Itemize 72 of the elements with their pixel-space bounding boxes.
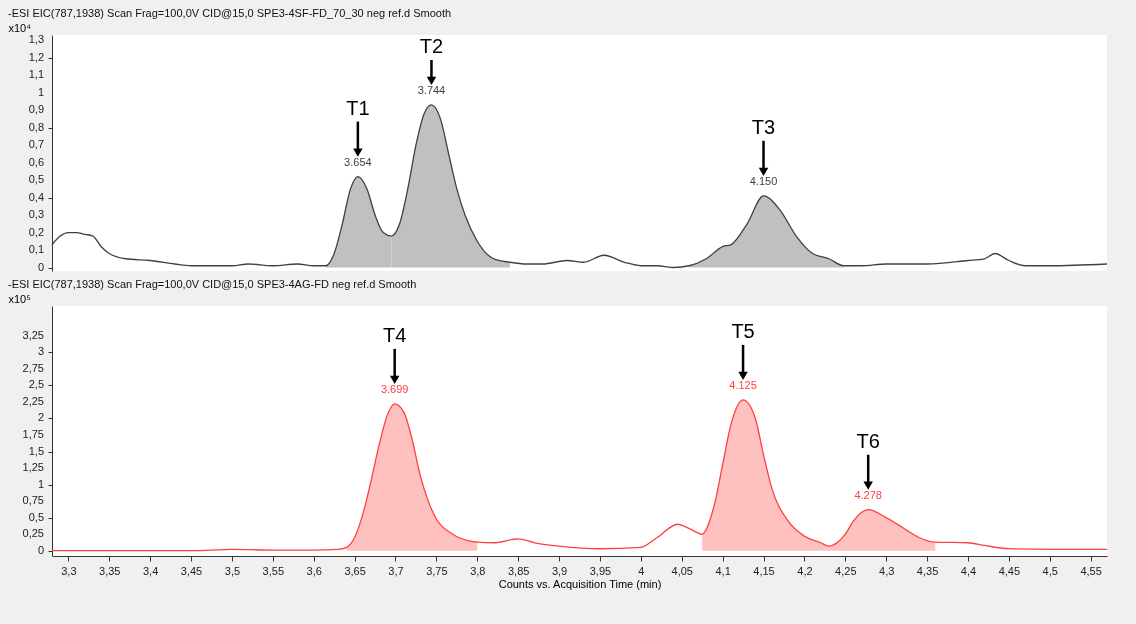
x-tick-label: 4,45 <box>998 564 1021 577</box>
x-tick-label: 3,75 <box>426 564 448 577</box>
y-tick-label: 3 <box>37 345 44 358</box>
x-tick-label: 3,3 <box>61 564 77 577</box>
y-tick-label: 1,3 <box>28 33 44 46</box>
y-tick-label: 2 <box>37 411 44 424</box>
y-tick-label: 1 <box>37 85 44 98</box>
x-tick-label: 4,2 <box>797 564 813 577</box>
y-tick-label: 0,8 <box>28 120 44 133</box>
x-tick-label: 4 <box>638 564 645 577</box>
y-tick-label: 2,75 <box>22 361 44 374</box>
y-tick-label: 0,5 <box>28 173 44 186</box>
x-tick-label: 3,5 <box>224 564 241 577</box>
x-tick-label: 3,7 <box>388 564 404 577</box>
x-tick-label: 3,35 <box>99 564 121 577</box>
y-tick-label: 3,25 <box>22 328 44 341</box>
line-series <box>51 399 1108 552</box>
annotation: T5 <box>731 319 755 342</box>
x-tick-label: 3,55 <box>262 564 285 577</box>
x-tick-label: 3,6 <box>306 564 322 577</box>
x-axis-title: Counts vs. Acquisition Time (min) <box>498 577 662 590</box>
y-tick-label: 1 <box>37 477 44 490</box>
y-tick-label: 0,6 <box>28 155 44 168</box>
x-tick-label: 3,65 <box>344 564 366 577</box>
y-tick-label: 0,75 <box>22 494 44 507</box>
annotation: 4.125 <box>729 378 757 391</box>
x-tick-label: 4,25 <box>835 564 857 577</box>
y-tick-label: 2,25 <box>22 394 44 407</box>
annotation: 3.744 <box>417 83 446 96</box>
y-tick-label: 1,25 <box>22 461 44 474</box>
y-tick-label: 1,5 <box>28 444 44 457</box>
x-tick-label: 3,45 <box>180 564 203 577</box>
x-tick-label: 3,4 <box>142 564 159 577</box>
chart-title: -ESI EIC(787,1938) Scan Frag=100,0V CID@15,0 SPE3-4AG-FD neg ref.d Smooth <box>8 278 417 290</box>
y-tick-label: 0,4 <box>28 190 44 203</box>
x-tick-label: 4,1 <box>715 564 731 577</box>
x-tick-label: 4,35 <box>916 564 939 577</box>
y-tick-label: 0,9 <box>28 103 44 116</box>
x-tick-label: 3,8 <box>470 564 486 577</box>
y-tick-label: 0,7 <box>28 138 44 151</box>
x-tick-label: 3,9 <box>551 564 568 577</box>
chart-title: -ESI EIC(787,1938) Scan Frag=100,0V CID@15,0 SPE3-4SF-FD_70_30 neg ref.d Smooth <box>8 7 452 19</box>
y-tick-label: 1,75 <box>22 427 44 440</box>
x-tick-label: 4,15 <box>753 564 775 577</box>
x-tick-label: 4,4 <box>960 564 977 577</box>
y-axis-title: x10⁵ <box>8 292 31 305</box>
y-tick-label: 0 <box>37 260 44 273</box>
x-tick-label: 4,5 <box>1042 564 1058 577</box>
y-tick-label: 1,1 <box>28 68 44 81</box>
y-tick-label: 0,5 <box>28 510 44 523</box>
annotation: T6 <box>856 429 880 452</box>
x-tick-label: 4,55 <box>1080 564 1102 577</box>
annotation: T1 <box>346 96 370 119</box>
y-axis-title: x10⁴ <box>8 21 32 34</box>
y-tick-label: 2,5 <box>28 378 44 391</box>
y-tick-label: 0,1 <box>28 243 44 256</box>
x-tick-label: 4,05 <box>671 564 693 577</box>
y-tick-label: 0,2 <box>28 225 44 238</box>
annotation: T4 <box>383 323 407 346</box>
y-tick-label: 0 <box>37 543 44 556</box>
x-tick-label: 3,85 <box>507 564 530 577</box>
annotation: 4.278 <box>854 488 882 501</box>
y-tick-label: 1,2 <box>28 50 44 63</box>
x-tick-label: 3,95 <box>589 564 612 577</box>
annotation: 4.150 <box>749 174 778 187</box>
y-tick-label: 0,25 <box>22 527 44 540</box>
y-tick-label: 0,3 <box>28 208 44 221</box>
annotation: 3.699 <box>380 382 409 395</box>
annotation: T3 <box>751 115 776 138</box>
annotation: T2 <box>419 35 444 57</box>
annotation: 3.654 <box>344 155 372 168</box>
x-tick-label: 4,3 <box>879 564 895 577</box>
